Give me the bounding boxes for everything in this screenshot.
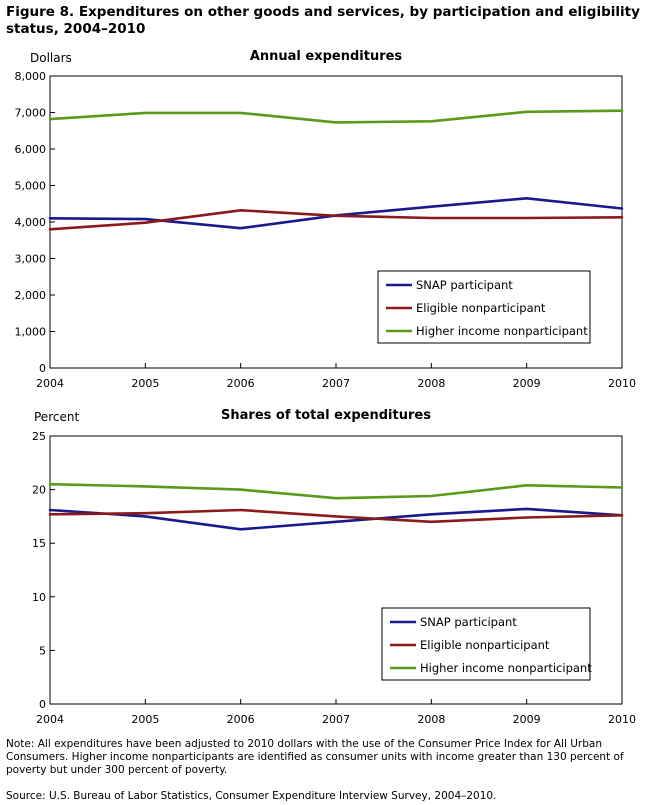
chart1-xtick-label: 2007 [322, 377, 350, 390]
chart1-ytick-label: 6,000 [15, 143, 47, 156]
chart1-legend-label: Higher income nonparticipant [416, 324, 588, 338]
chart2-series-snap-participant [48, 507, 624, 531]
chart2-series-eligible-nonparticipant [48, 508, 624, 524]
chart2-ytick-label: 0 [39, 698, 46, 711]
chart1-ylabel: Dollars [30, 51, 72, 65]
chart1-ytick-label: 8,000 [15, 70, 47, 83]
chart2-ytick-label: 10 [32, 591, 46, 604]
chart1-xtick-label: 2009 [513, 377, 541, 390]
chart1-ytick-label: 0 [39, 362, 46, 375]
chart2-xtick-label: 2006 [227, 713, 255, 726]
chart1-series-higher-income-nonparticipant [48, 109, 624, 124]
chart1-legend-label: Eligible nonparticipant [416, 301, 546, 315]
chart2-xtick-label: 2010 [608, 713, 636, 726]
chart1-legend-label: SNAP participant [416, 278, 513, 292]
chart2-xtick-label: 2009 [513, 713, 541, 726]
chart1-ytick-label: 2,000 [15, 289, 47, 302]
chart2-ytick-label: 15 [32, 537, 46, 550]
chart1-xtick-label: 2006 [227, 377, 255, 390]
chart1-ytick-label: 4,000 [15, 216, 47, 229]
chart1-title: Annual expenditures [250, 49, 403, 64]
figure-note: Note: All expenditures have been adjuste… [6, 738, 624, 776]
figure-source: Source: U.S. Bureau of Labor Statistics,… [6, 790, 497, 802]
chart1-series-eligible-nonparticipant [48, 209, 624, 231]
chart1-xtick-label: 2010 [608, 377, 636, 390]
chart1-legend [377, 270, 591, 344]
chart1-xtick-label: 2005 [131, 377, 159, 390]
chart2-ylabel: Percent [34, 410, 79, 424]
chart2-legend [381, 607, 591, 681]
chart2-title: Shares of total expenditures [221, 408, 431, 423]
chart2-xtick-label: 2007 [322, 713, 350, 726]
chart2-legend-label: Higher income nonparticipant [420, 661, 592, 675]
figure-title: Figure 8. Expenditures on other goods an… [6, 4, 640, 37]
chart2-legend-label: Eligible nonparticipant [420, 638, 550, 652]
chart2-ytick-label: 20 [32, 484, 46, 497]
chart1-ytick-label: 1,000 [15, 326, 47, 339]
chart1-xtick-label: 2004 [36, 377, 64, 390]
chart2-xtick-label: 2004 [36, 713, 64, 726]
chart2-ytick-label: 25 [32, 430, 46, 443]
chart1-ytick-label: 3,000 [15, 253, 47, 266]
chart2-series-higher-income-nonparticipant [48, 482, 624, 500]
chart2-xtick-label: 2008 [417, 713, 445, 726]
chart1-ytick-label: 7,000 [15, 107, 47, 120]
chart2-legend-label: SNAP participant [420, 615, 517, 629]
chart1-xtick-label: 2008 [417, 377, 445, 390]
chart2-ytick-label: 5 [39, 644, 46, 657]
chart2-xtick-label: 2005 [131, 713, 159, 726]
chart1-ytick-label: 5,000 [15, 180, 47, 193]
